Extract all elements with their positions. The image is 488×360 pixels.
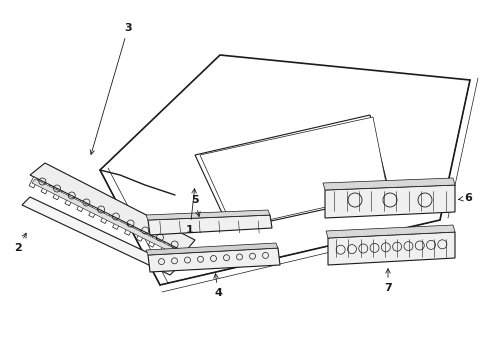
Text: 3: 3	[90, 23, 132, 154]
Polygon shape	[160, 242, 169, 253]
Polygon shape	[323, 178, 454, 190]
Polygon shape	[325, 185, 454, 218]
Text: 4: 4	[213, 274, 222, 298]
Polygon shape	[29, 177, 38, 188]
Polygon shape	[32, 179, 185, 258]
Polygon shape	[146, 210, 269, 220]
Polygon shape	[325, 225, 454, 238]
Polygon shape	[88, 206, 98, 217]
Polygon shape	[112, 218, 121, 229]
Polygon shape	[30, 163, 195, 252]
Polygon shape	[136, 230, 145, 241]
Polygon shape	[41, 183, 50, 194]
Polygon shape	[200, 117, 387, 228]
Text: 2: 2	[14, 233, 26, 253]
Text: 1: 1	[186, 189, 196, 235]
Polygon shape	[100, 55, 469, 285]
Polygon shape	[148, 215, 271, 235]
Polygon shape	[148, 248, 280, 272]
Text: 7: 7	[384, 269, 391, 293]
Polygon shape	[148, 236, 157, 247]
Polygon shape	[327, 232, 454, 265]
Polygon shape	[172, 248, 181, 259]
Polygon shape	[65, 194, 74, 206]
Polygon shape	[124, 224, 133, 235]
Polygon shape	[101, 212, 109, 224]
Text: 5: 5	[191, 195, 200, 216]
Polygon shape	[146, 243, 278, 255]
Polygon shape	[77, 201, 85, 212]
Polygon shape	[195, 115, 389, 230]
Polygon shape	[53, 189, 62, 200]
Text: 6: 6	[457, 193, 471, 203]
Polygon shape	[22, 197, 178, 275]
